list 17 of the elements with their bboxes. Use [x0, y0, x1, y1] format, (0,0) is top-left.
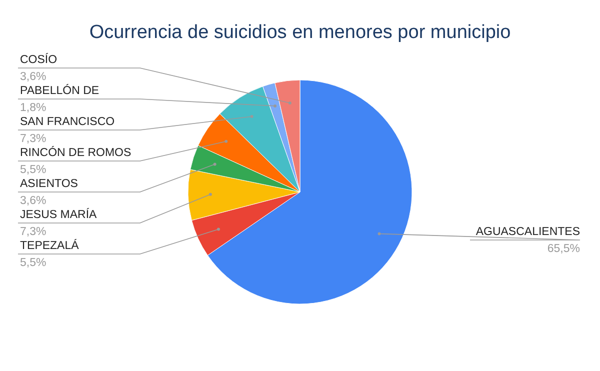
chart-title: Ocurrencia de suicidios en menores por municipio: [89, 22, 511, 43]
data-label: 7,3%: [20, 226, 46, 238]
slice-label: SAN FRANCISCO: [20, 116, 115, 128]
slice-label: ASIENTOS: [20, 178, 78, 190]
slice-label: COSÍO: [20, 53, 58, 66]
data-label: 5,5%: [20, 164, 46, 176]
data-label: 1,8%: [20, 102, 46, 114]
data-label: 3,6%: [20, 195, 46, 207]
slice-label: AGUASCALIENTES: [476, 226, 580, 238]
slice-label: TEPEZALÁ: [20, 239, 80, 252]
slice-label: RINCÓN DE ROMOS: [20, 146, 132, 159]
data-label: 5,5%: [20, 257, 46, 269]
data-label: 65,5%: [547, 243, 580, 255]
slice-label: PABELLÓN DE: [20, 84, 100, 97]
data-label: 7,3%: [20, 133, 46, 145]
data-label: 3,6%: [20, 71, 46, 83]
slice-label: JESUS MARÍA: [20, 208, 98, 221]
